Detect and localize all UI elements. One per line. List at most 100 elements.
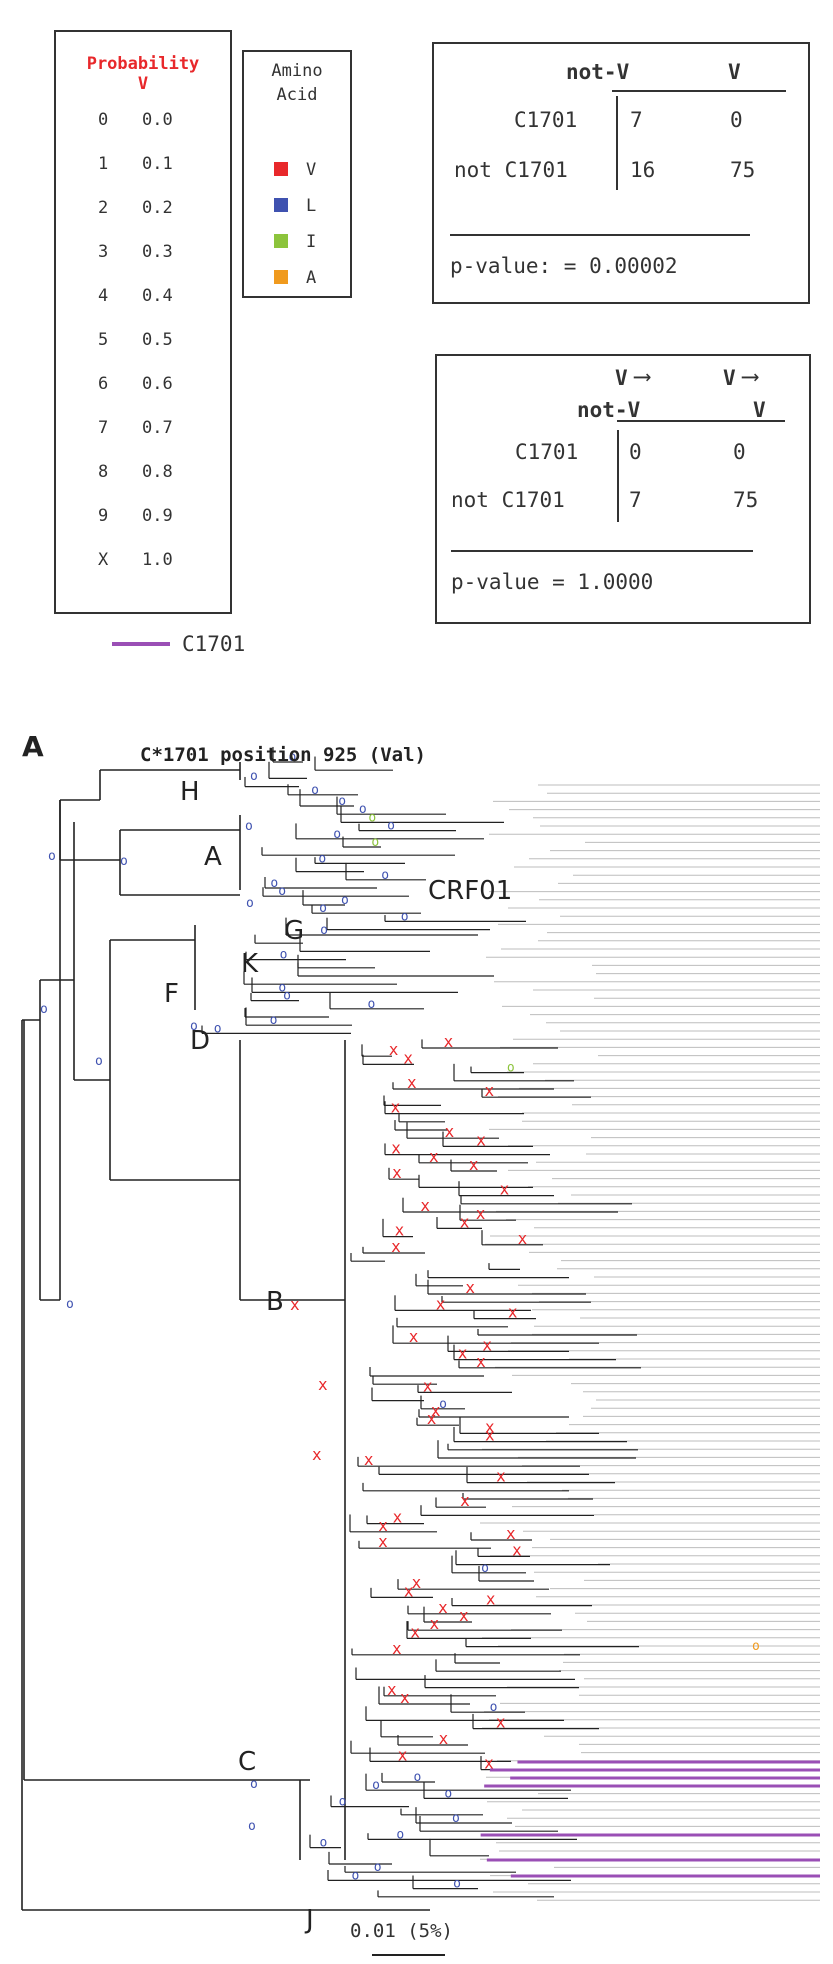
x-marker: x: [476, 1352, 486, 1371]
table1-row2-label: not C1701: [454, 158, 568, 182]
table2-col2-arrow-icon: ⟶: [743, 362, 758, 390]
probability-code: 1: [98, 154, 109, 174]
probability-code: 5: [98, 330, 109, 350]
amino-acid-item: L: [274, 196, 316, 216]
amino-acid-swatch: [274, 270, 288, 284]
table1-col2-header: V: [728, 60, 741, 84]
clade-label: D: [190, 1026, 210, 1056]
x-marker: x: [404, 1581, 414, 1600]
clade-label: CRF01: [428, 876, 512, 906]
o-marker: o: [95, 1054, 103, 1069]
contingency-table-2: V ⟶ not-V V ⟶ V C1701 0 0 not C1701 7 75…: [435, 354, 811, 624]
table2-col1-bottom: not-V: [577, 398, 641, 422]
table1-row1-label: C1701: [514, 108, 578, 132]
x-marker: x: [506, 1524, 516, 1543]
x-marker: x: [436, 1294, 446, 1313]
o-marker: o: [318, 851, 326, 866]
o-marker: o: [381, 868, 389, 883]
table2-row2-col2: 75: [733, 488, 759, 512]
o-marker: o: [341, 893, 349, 908]
o-marker: o: [453, 1877, 461, 1892]
x-marker: x: [393, 1508, 403, 1527]
o-marker: o: [371, 835, 379, 850]
probability-row: 2 0.2: [98, 198, 173, 218]
probability-row: 9 0.9: [98, 506, 173, 526]
o-marker: o: [413, 1770, 421, 1785]
probability-value: 0.8: [142, 462, 173, 482]
table1-row2-col2: 75: [730, 158, 756, 182]
o-marker: o: [278, 980, 286, 995]
x-marker: x: [476, 1130, 486, 1149]
x-marker: x: [407, 1073, 417, 1092]
o-marker: o: [507, 1061, 515, 1076]
x-marker: x: [420, 1196, 430, 1215]
clade-label: F: [164, 979, 179, 1009]
x-marker: x: [423, 1376, 433, 1395]
probability-value: 0.6: [142, 374, 173, 394]
clade-label: G: [284, 916, 304, 946]
o-marker: o: [320, 1836, 328, 1851]
o-marker: o: [452, 1811, 460, 1826]
amino-acid-swatch: [274, 162, 288, 176]
o-marker: o: [372, 1778, 380, 1793]
table1-row1-col2: 0: [730, 108, 743, 132]
x-marker: x: [465, 1278, 475, 1297]
probability-code: 7: [98, 418, 109, 438]
probability-row: 7 0.7: [98, 418, 173, 438]
o-marker: o: [752, 1639, 760, 1654]
probability-row: 3 0.3: [98, 242, 173, 262]
x-marker: x: [391, 1237, 401, 1256]
probability-code: 4: [98, 286, 109, 306]
clade-label: B: [266, 1287, 284, 1317]
table2-row1-label: C1701: [515, 440, 579, 464]
x-marker: x: [364, 1450, 374, 1469]
x-marker: x: [430, 1614, 440, 1633]
amino-acid-label: V: [306, 160, 317, 180]
amino-acid-label: L: [306, 196, 317, 216]
probability-title-line2: V: [137, 74, 149, 94]
x-marker: x: [459, 1606, 469, 1625]
x-marker: x: [391, 1139, 401, 1158]
o-marker: o: [444, 1786, 452, 1801]
x-marker: x: [395, 1221, 405, 1240]
x-marker: x: [378, 1516, 388, 1535]
amino-acid-item: I: [274, 232, 316, 252]
o-marker: o: [359, 802, 367, 817]
probability-value: 0.7: [142, 418, 173, 438]
panel-label: A: [22, 730, 44, 763]
o-marker: o: [396, 1827, 404, 1842]
x-marker: x: [392, 1639, 402, 1658]
probability-code: 6: [98, 374, 109, 394]
x-marker: x: [431, 1401, 441, 1420]
x-marker: x: [400, 1688, 410, 1707]
probability-value: 0.2: [142, 198, 173, 218]
probability-value: 0.0: [142, 110, 173, 130]
o-marker: o: [246, 896, 254, 911]
table2-col2-top: V: [723, 366, 736, 390]
o-marker: o: [214, 1021, 222, 1036]
x-marker: x: [460, 1491, 470, 1510]
probability-value: 0.1: [142, 154, 173, 174]
x-marker: x: [496, 1467, 506, 1486]
o-marker: o: [250, 769, 258, 784]
o-marker: o: [245, 819, 253, 834]
x-marker: x: [429, 1147, 439, 1166]
x-marker: x: [409, 1327, 419, 1346]
x-marker: x: [485, 1426, 495, 1445]
probability-code: 2: [98, 198, 109, 218]
o-marker: o: [280, 948, 288, 963]
probability-title-line1: Probability: [86, 54, 200, 74]
table2-row2-col1: 7: [629, 488, 642, 512]
probability-row: 8 0.8: [98, 462, 173, 482]
table2-row1-col1: 0: [629, 440, 642, 464]
probability-row: 0 0.0: [98, 110, 173, 130]
probability-code: X: [98, 550, 109, 570]
x-marker: x: [439, 1729, 449, 1748]
o-marker: o: [66, 1297, 74, 1312]
c1701-legend: C1701: [112, 632, 245, 656]
x-marker: x: [312, 1445, 322, 1464]
x-marker: x: [458, 1344, 468, 1363]
table2-row2-label: not C1701: [451, 488, 565, 512]
